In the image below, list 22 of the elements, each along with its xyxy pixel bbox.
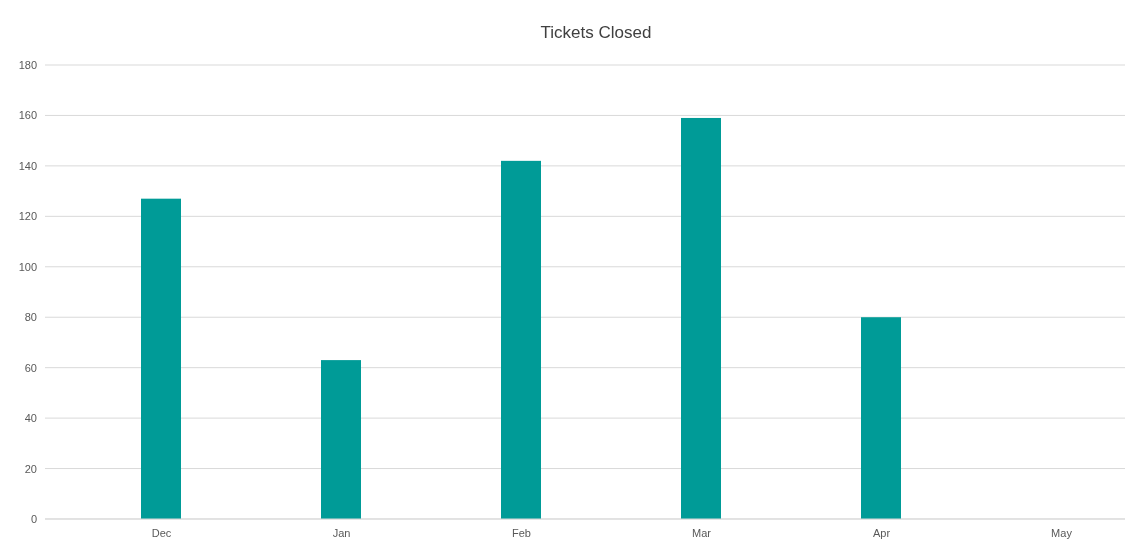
x-tick-label: Feb (512, 526, 531, 539)
x-tick-label: Mar (692, 526, 712, 539)
y-tick-label: 180 (18, 59, 37, 72)
y-tick-label: 60 (24, 361, 37, 374)
x-tick-label: Jan (332, 526, 351, 539)
bar (501, 160, 541, 519)
y-tick-label: 140 (18, 159, 37, 172)
x-tick-label: Apr (872, 526, 891, 539)
y-tick-label: 80 (24, 311, 37, 324)
bar (681, 117, 721, 519)
bar (321, 360, 361, 519)
y-tick-label: 100 (18, 260, 37, 273)
y-tick-label: 40 (24, 412, 37, 425)
y-tick-label: 160 (18, 109, 37, 122)
y-tick-label: 20 (24, 462, 37, 475)
bar (861, 317, 901, 519)
chart-title: Tickets Closed (540, 23, 652, 42)
x-tick-label: May (1051, 526, 1073, 539)
y-tick-label: 120 (18, 210, 37, 223)
y-tick-label: 0 (30, 513, 37, 526)
x-tick-label: Dec (151, 526, 172, 539)
bar (141, 198, 181, 519)
